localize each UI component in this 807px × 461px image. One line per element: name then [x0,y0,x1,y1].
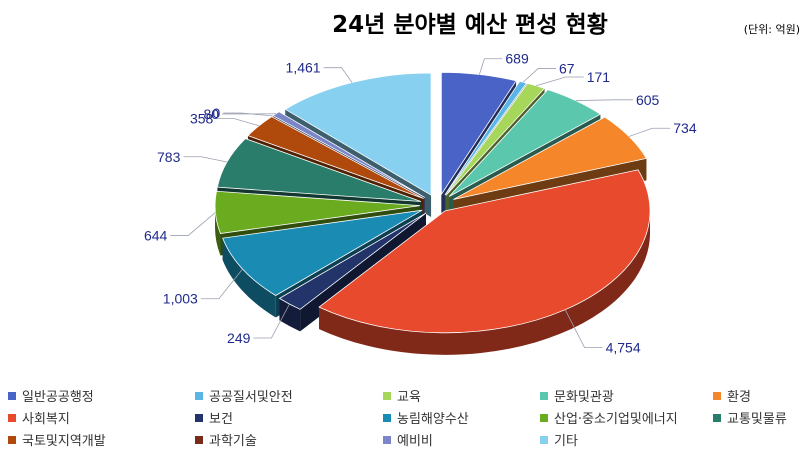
slice-top-보건 [278,212,427,310]
slice-wall-사회복지-0 [319,210,651,355]
data-label-기타: 1,461 [286,60,321,76]
legend-item-기타: 기타 [540,430,578,449]
slice-top-문화및관광 [448,89,602,197]
legend-swatch [540,391,548,400]
leader-line-일반공공행정 [478,58,503,75]
chart-title: 24년 분야별 예산 편성 현황 [332,12,608,38]
legend-label: 과학기술 [209,434,257,449]
legend-item-예비비: 예비비 [383,430,433,449]
data-label-일반공공행정: 689 [505,51,529,67]
legend-label: 환경 [727,390,751,405]
legend-item-과학기술: 과학기술 [195,430,257,449]
slice-wall-산업-중소기업및에너지-0 [215,205,221,256]
slice-top-일반공공행정 [440,71,517,196]
legend-item-교통및물류: 교통및물류 [713,408,787,427]
legend-label: 국토및지역개발 [22,434,106,449]
data-label-문화및관광: 605 [636,92,660,108]
data-label-사회복지: 4,754 [606,340,641,356]
legend-label: 기타 [554,434,578,449]
legend-item-산업-중소기업및에너지: 산업·중소기업및에너지 [540,408,678,427]
legend-swatch [713,413,721,422]
legend-item-문화및관광: 문화및관광 [540,386,614,405]
legend-swatch [713,391,721,400]
legend-item-농림해양수산: 농림해양수산 [383,408,469,427]
slice-top-사회복지 [318,169,651,334]
leader-line-농림해양수산 [200,268,243,300]
slice-wall-농림해양수산-0 [222,238,276,318]
slice-top-교육 [445,82,546,196]
slice-top-공공질서및안전 [444,80,528,196]
leader-line-환경 [628,127,671,137]
data-label-과학기술: 0 [213,105,221,121]
data-label-국토및지역개발: 358 [190,111,214,127]
slice-top-농림해양수산 [222,209,423,296]
leader-line-산업-중소기업및에너지 [170,212,216,236]
legend-swatch [8,413,16,422]
unit-note: (단위: 억원) [744,23,800,36]
legend-label: 교통및물류 [727,412,787,427]
legend-swatch [8,391,16,400]
legend-label: 예비비 [397,434,433,449]
legend-item-교육: 교육 [383,386,421,405]
leader-line-사회복지 [564,309,603,348]
slice-top-예비비 [272,111,426,198]
legend-swatch [195,435,203,444]
legend-swatch [383,413,391,422]
data-label-보건: 249 [227,330,251,346]
leader-line-교통및물류 [183,156,228,163]
data-label-교육: 171 [587,69,611,85]
slice-top-환경 [453,116,648,200]
legend-item-환경: 환경 [713,386,751,405]
data-label-환경: 734 [673,120,697,136]
legend-item-일반공공행정: 일반공공행정 [8,386,94,405]
leader-line-교육 [536,76,584,87]
legend-swatch [540,413,548,422]
legend-item-보건: 보건 [195,408,233,427]
legend-swatch [383,435,391,444]
legend-label: 사회복지 [22,412,70,427]
pie-chart: 24년 분야별 예산 편성 현황 (단위: 억원) 689 67 171 605 734… [144,12,800,356]
leader-line-문화및관광 [575,99,633,101]
leader-line-과학기술 [223,112,273,117]
legend-item-사회복지: 사회복지 [8,408,70,427]
legend-label: 보건 [209,412,233,427]
slice-사회복지 [318,169,651,355]
legend-label: 교육 [397,390,421,405]
leader-line-보건 [253,303,290,339]
slice-wall-보건-0 [279,298,301,332]
leader-line-국토및지역개발 [216,118,260,127]
legend-label: 문화및관광 [554,390,614,405]
legend-swatch [383,391,391,400]
data-label-공공질서및안전: 67 [559,61,575,77]
legend-swatch [195,413,203,422]
leader-line-공공질서및안전 [522,68,557,83]
legend-label: 일반공공행정 [22,390,94,405]
data-label-교통및물류: 783 [157,149,181,165]
legend-swatch [8,435,16,444]
data-label-예비비: 80 [203,106,219,122]
legend-label: 농림해양수산 [397,412,469,427]
legend-label: 산업·중소기업및에너지 [554,412,678,427]
legend-item-공공질서및안전: 공공질서및안전 [195,386,293,405]
legend-swatch [540,435,548,444]
data-label-농림해양수산: 1,003 [163,291,198,307]
legend-item-국토및지역개발: 국토및지역개발 [8,430,106,449]
legend-label: 공공질서및안전 [209,390,293,405]
legend-swatch [195,391,203,400]
data-label-산업-중소기업및에너지: 644 [144,227,168,243]
leader-line-기타 [323,67,353,83]
